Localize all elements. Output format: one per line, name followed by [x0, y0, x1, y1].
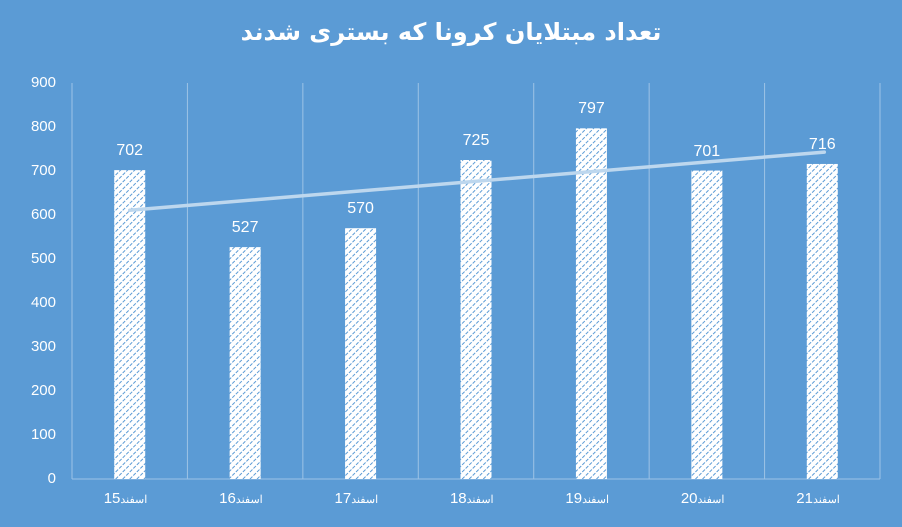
x-tick-day: 17: [334, 490, 352, 507]
data-label: 701: [693, 142, 721, 160]
bar: [806, 163, 838, 479]
gridlines: [71, 83, 881, 480]
y-tick-label: 900: [30, 74, 56, 91]
bar: [460, 160, 492, 479]
x-tick-day: 16: [219, 490, 236, 507]
chart-title: تعداد مبتلایان کرونا که بستری شدند: [240, 18, 662, 46]
trendline-line: [127, 150, 827, 213]
x-tick-label: اسفند17: [303, 490, 418, 507]
y-tick-label: 500: [30, 250, 56, 267]
y-tick-label: 600: [30, 206, 56, 223]
x-tick-day: 19: [565, 490, 583, 507]
x-tick-month: اسفند: [120, 494, 148, 506]
bar: [229, 247, 261, 479]
data-label: 716: [808, 135, 836, 153]
y-tick-label: 300: [30, 338, 56, 355]
x-tick-label: اسفند19: [534, 490, 649, 507]
trendline: [127, 150, 827, 213]
x-tick-label: اسفند15: [72, 490, 187, 507]
y-tick-label: 700: [30, 162, 56, 179]
bar: [691, 170, 723, 479]
bar: [575, 128, 607, 479]
x-tick-day: 21: [796, 490, 813, 507]
y-tick-label: 800: [30, 118, 56, 135]
bar: [345, 228, 377, 479]
data-label: 527: [231, 219, 259, 237]
bars: [114, 128, 838, 479]
data-label: 797: [578, 100, 605, 118]
x-tick-month: اسفند: [351, 494, 379, 506]
x-tick-day: 15: [103, 490, 121, 507]
data-label: 570: [347, 200, 374, 218]
x-tick-month: اسفند: [812, 494, 840, 506]
x-tick-label: اسفند16: [187, 490, 302, 507]
x-tick-month: اسفند: [466, 494, 494, 506]
x-tick-label: اسفند21: [765, 490, 880, 507]
x-tick-month: اسفند: [697, 494, 725, 506]
x-tick-day: 18: [449, 490, 467, 507]
x-tick-day: 20: [680, 490, 698, 507]
bar: [114, 170, 146, 479]
y-tick-label: 0: [47, 470, 56, 487]
x-tick-month: اسفند: [235, 494, 263, 506]
data-label: 702: [116, 142, 144, 160]
x-tick-label: اسفند20: [649, 490, 764, 507]
data-label: 725: [462, 132, 490, 149]
x-tick-month: اسفند: [582, 494, 610, 506]
y-tick-label: 200: [30, 382, 56, 399]
y-tick-label: 400: [30, 294, 56, 311]
y-tick-label: 100: [30, 426, 56, 443]
x-tick-label: اسفند18: [418, 490, 533, 507]
